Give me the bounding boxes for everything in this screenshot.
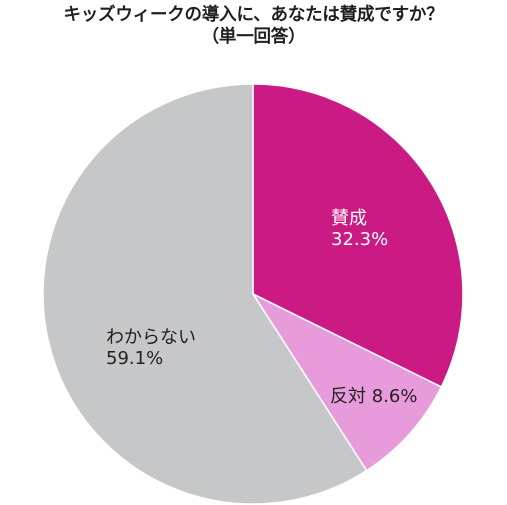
pie-slice-3 <box>42 83 368 505</box>
chart-subtitle: （単一回答） <box>201 27 306 47</box>
pie-slice-1 <box>252 83 464 388</box>
chart-title: キッズウィークの導入に、あなたは賛成ですか？ <box>63 5 444 25</box>
slice-label-2: 反対 8.6% <box>330 386 417 407</box>
chart-title-block: キッズウィークの導入に、あなたは賛成ですか？ （単一回答） <box>0 4 507 48</box>
pie-slice-2 <box>250 292 443 472</box>
slice-label-3: わからない <box>106 327 196 348</box>
slice-value-1: 32.3% <box>331 229 388 250</box>
pie-slices <box>42 83 464 505</box>
slice-label-1: 賛成 <box>331 208 367 229</box>
slice-value-3: 59.1% <box>106 348 163 369</box>
